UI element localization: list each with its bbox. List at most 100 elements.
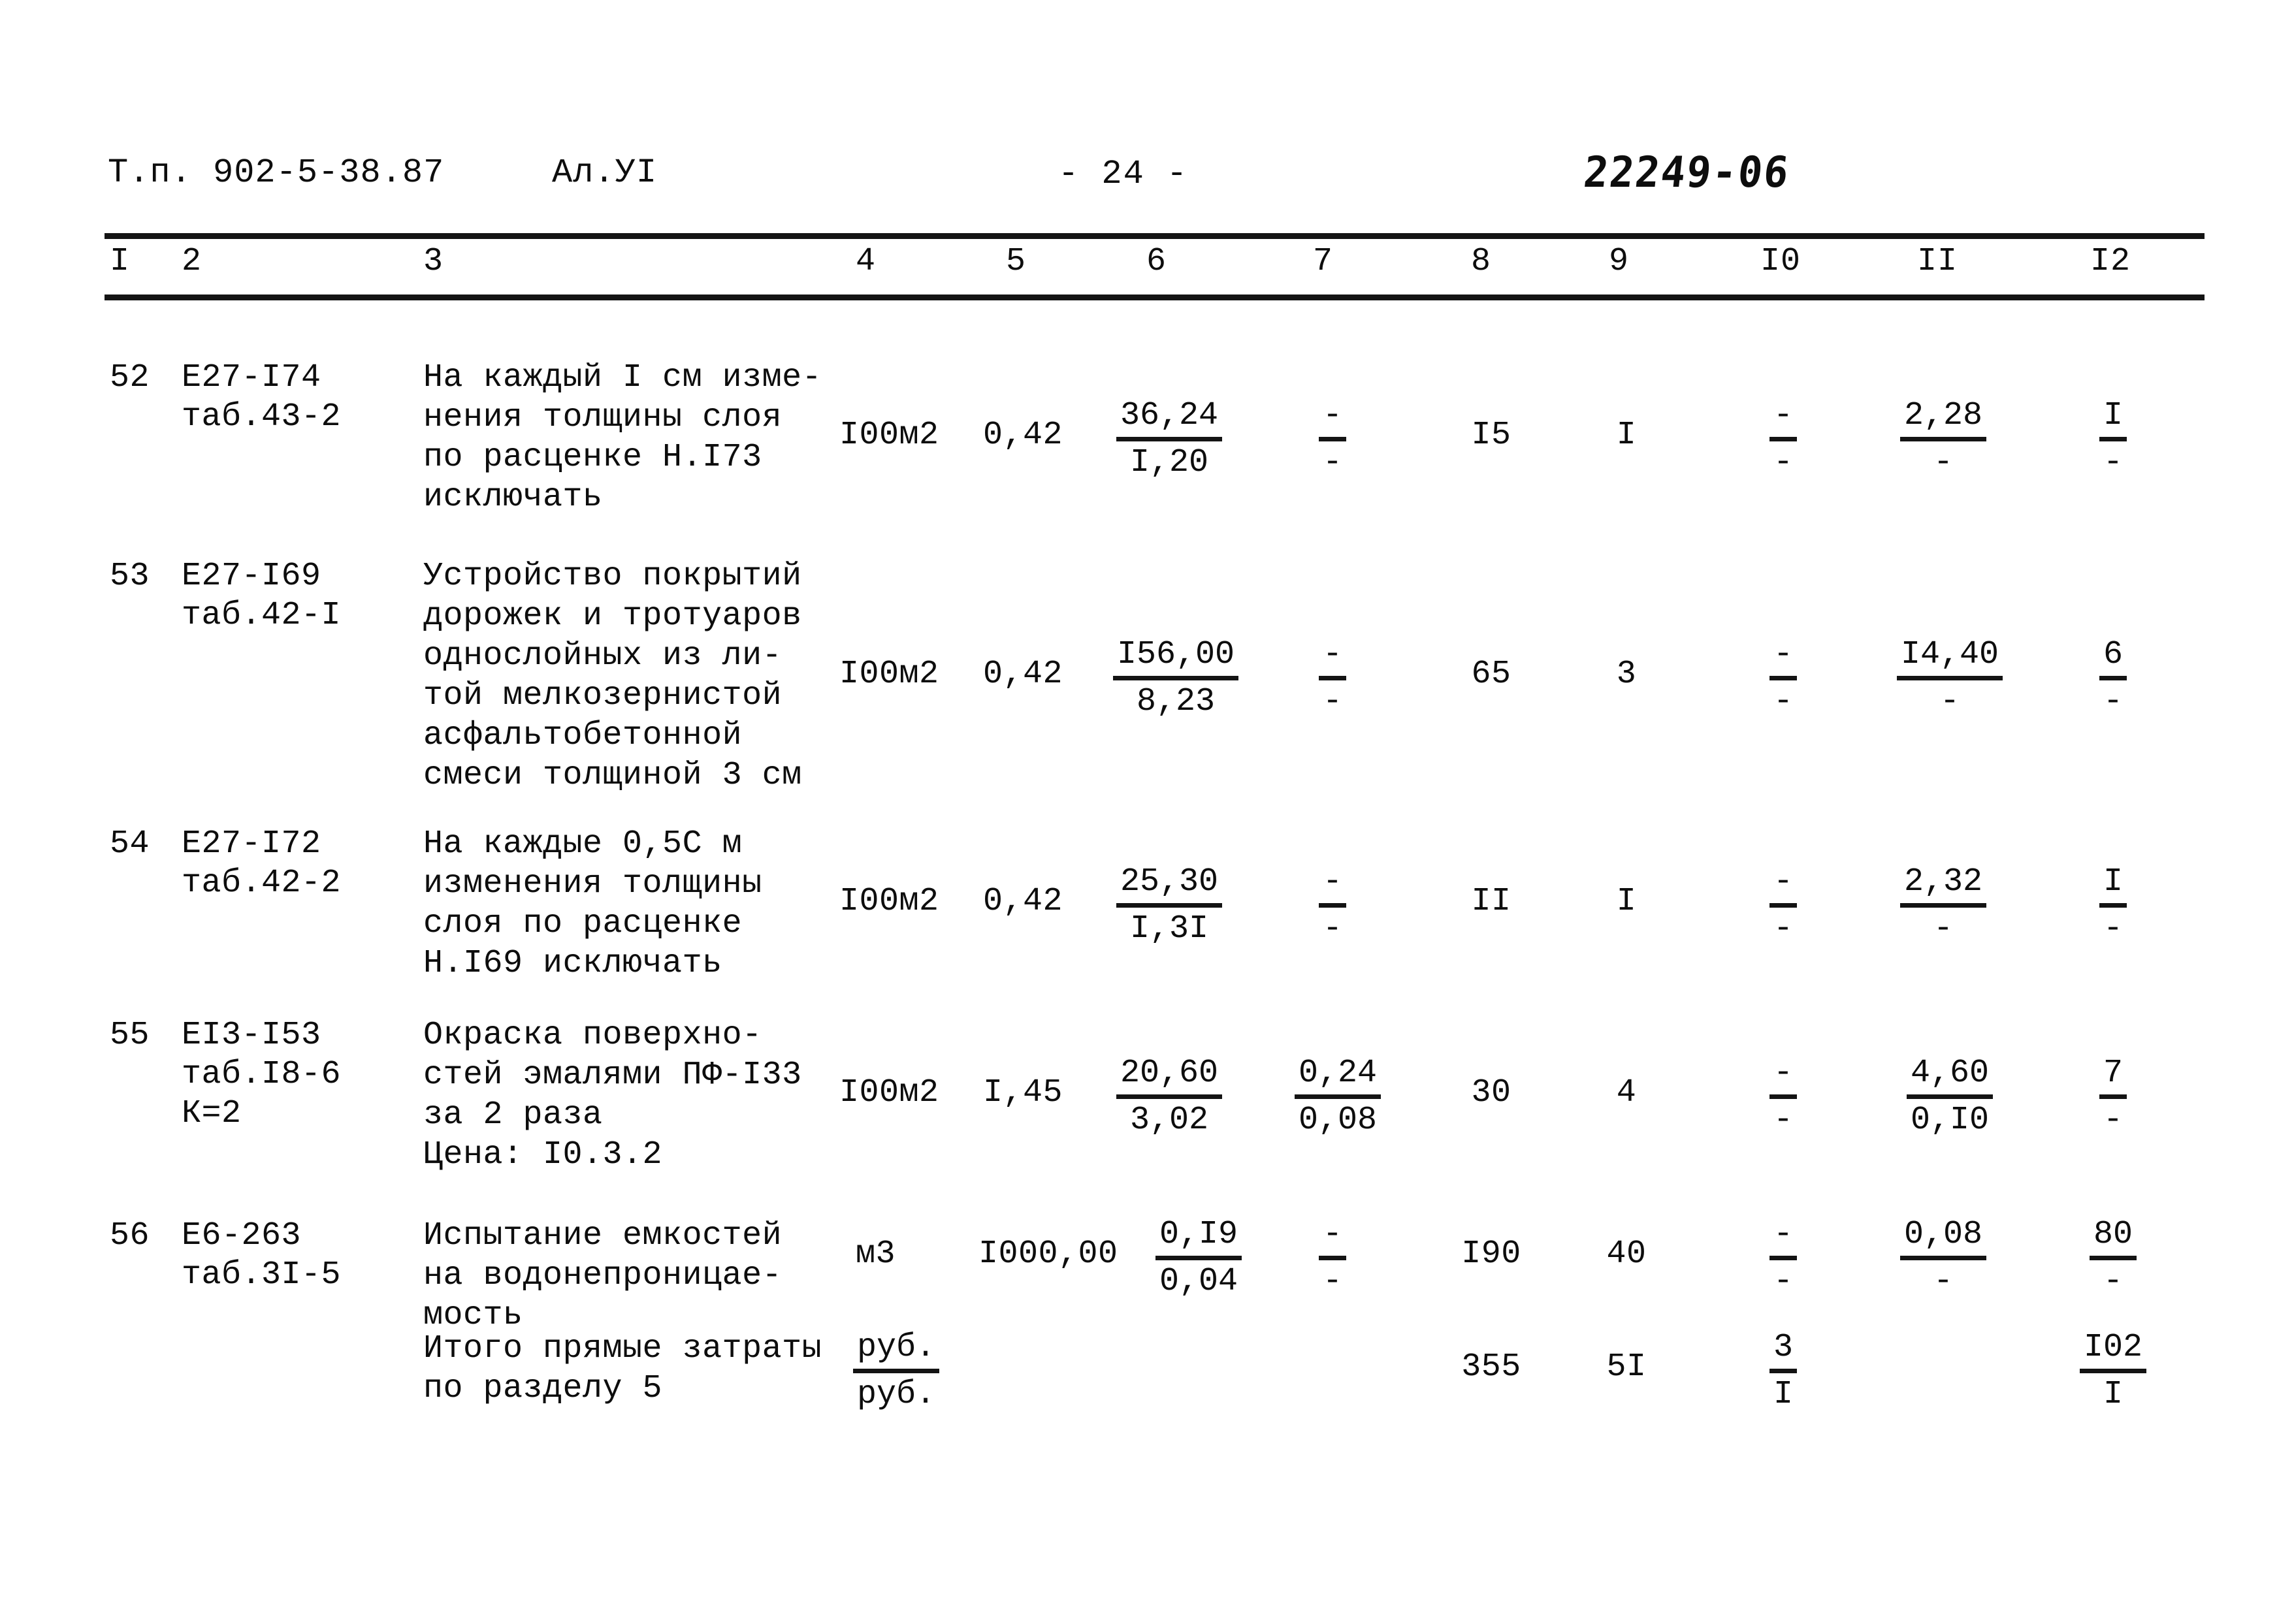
archive-stamp-number: 22249-06	[1581, 147, 1792, 197]
machine-cost-total: -	[1322, 863, 1343, 900]
total-cost: II	[1471, 883, 1511, 920]
total-labor-bot: I	[1773, 1376, 1794, 1413]
machine-cost-total: 0,24	[1298, 1055, 1378, 1092]
manhours-top: I4,40	[1900, 636, 1999, 673]
work-description: Испытание емкостей на водонепроницае- мо…	[423, 1217, 783, 1334]
column-header-3: 3	[423, 243, 444, 280]
unit-cost-total: 0,I9	[1159, 1216, 1238, 1253]
fraction-bar	[1899, 1256, 1987, 1260]
fraction-bar	[1318, 676, 1347, 680]
labor-bot: -	[1773, 910, 1794, 947]
album-label: Ал.УI	[552, 153, 658, 192]
machine-hours-bot: -	[2103, 1102, 2124, 1139]
quantity: 0,42	[983, 656, 1063, 693]
unit-of-measure: I00м2	[839, 1074, 939, 1111]
row-number: 54	[110, 825, 150, 863]
total-wages: 4	[1616, 1074, 1637, 1111]
labor-bot: -	[1773, 444, 1794, 481]
unit-cost-wages: I,20	[1129, 444, 1209, 481]
column-header-10: I0	[1760, 243, 1801, 280]
fraction-bar	[1896, 676, 2003, 680]
machine-hours-fraction: I -	[2099, 397, 2127, 482]
fraction-bar	[1116, 1094, 1223, 1099]
labor-bot: -	[1773, 683, 1794, 720]
column-header-11: II	[1917, 243, 1958, 280]
page-number: - 24 -	[1058, 155, 1189, 193]
total-cost: I90	[1461, 1235, 1521, 1273]
total-machine-hours-top: I02	[2083, 1329, 2143, 1366]
machine-cost-total: -	[1322, 636, 1343, 673]
machine-hours-fraction: 6 -	[2099, 636, 2127, 721]
fraction-bar	[852, 1369, 940, 1373]
fraction-bar	[1116, 903, 1223, 908]
total-manhours-fraction	[1939, 1329, 1947, 1338]
column-header-6: 6	[1146, 243, 1167, 280]
total-unit-fraction: руб. руб.	[852, 1329, 940, 1414]
labor-fraction: - -	[1769, 397, 1798, 482]
fraction-bar	[1318, 903, 1347, 908]
column-header-1: I	[110, 243, 131, 280]
labor-bot: -	[1773, 1102, 1794, 1139]
fraction-bar	[2079, 1369, 2147, 1373]
row-number: 52	[110, 359, 150, 396]
fraction-bar	[1294, 1094, 1381, 1099]
unit-cost-fraction: I56,00 8,23	[1112, 636, 1239, 721]
total-cost: 65	[1471, 656, 1511, 693]
work-description: На каждые 0,5С м изменения толщины слоя …	[423, 825, 762, 982]
fraction-bar	[1899, 437, 1987, 441]
quantity: I,45	[983, 1074, 1063, 1111]
unit-of-measure: I00м2	[839, 656, 939, 693]
machine-hours-top: I	[2103, 397, 2124, 434]
machine-hours-top: I	[2103, 863, 2124, 900]
unit-cost-wages: I,3I	[1129, 910, 1209, 947]
fraction-bar	[1769, 1256, 1798, 1260]
row-number: 56	[110, 1217, 150, 1254]
work-description: Устройство покрытий дорожек и тротуаров …	[423, 558, 802, 794]
machine-cost-fraction: - -	[1318, 397, 1347, 482]
norm-code: ЕI3-I53	[182, 1017, 321, 1054]
quantity: 0,42	[983, 417, 1063, 454]
unit-cost-fraction: 36,24 I,20	[1116, 397, 1223, 482]
fraction-bar	[1899, 903, 1987, 908]
fraction-bar	[2089, 1256, 2137, 1260]
total-wages: I	[1616, 417, 1637, 454]
labor-top: -	[1773, 1055, 1794, 1092]
document-code: Т.п. 902-5-38.87	[108, 153, 445, 192]
total-unit-top: руб.	[856, 1329, 936, 1366]
manhours-fraction: 4,60 0,I0	[1906, 1055, 1994, 1139]
labor-top: -	[1773, 863, 1794, 900]
manhours-top: 2,28	[1903, 397, 1983, 434]
fraction-bar	[1769, 903, 1798, 908]
total-cost: I5	[1471, 417, 1511, 454]
total-wages-sum: 5I	[1606, 1348, 1647, 1386]
manhours-bot: -	[1939, 683, 1960, 720]
column-header-12: I2	[2090, 243, 2131, 280]
labor-fraction: - -	[1769, 636, 1798, 721]
norm-code: Е27-I72	[182, 825, 321, 863]
manhours-top: 0,08	[1903, 1216, 1983, 1253]
total-cost-sum: 355	[1461, 1348, 1521, 1386]
machine-cost-wages: 0,08	[1298, 1102, 1378, 1139]
norm-table-ref: таб.42-I	[182, 597, 342, 634]
machine-hours-bot: -	[2103, 910, 2124, 947]
manhours-top: 2,32	[1903, 863, 1983, 900]
unit-cost-fraction: 20,60 3,02	[1116, 1055, 1223, 1139]
norm-table-ref: таб.43-2	[182, 398, 342, 436]
labor-fraction: - -	[1769, 1055, 1798, 1139]
column-header-9: 9	[1609, 243, 1630, 280]
total-wages: I	[1616, 883, 1637, 920]
manhours-bot: -	[1933, 1263, 1953, 1300]
total-wages: 3	[1616, 656, 1637, 693]
machine-cost-fraction: - -	[1318, 863, 1347, 948]
row-number: 55	[110, 1017, 150, 1054]
fraction-bar	[1769, 1369, 1798, 1373]
total-labor-top: 3	[1773, 1329, 1794, 1366]
unit-cost-wages: 3,02	[1129, 1102, 1209, 1139]
norm-code: Е27-I74	[182, 359, 321, 396]
labor-fraction: - -	[1769, 1216, 1798, 1301]
manhours-fraction: 0,08 -	[1899, 1216, 1987, 1301]
machine-hours-top: 7	[2103, 1055, 2124, 1092]
unit-cost-total: 20,60	[1120, 1055, 1219, 1092]
fraction-bar	[1318, 437, 1347, 441]
column-header-5: 5	[1006, 243, 1027, 280]
